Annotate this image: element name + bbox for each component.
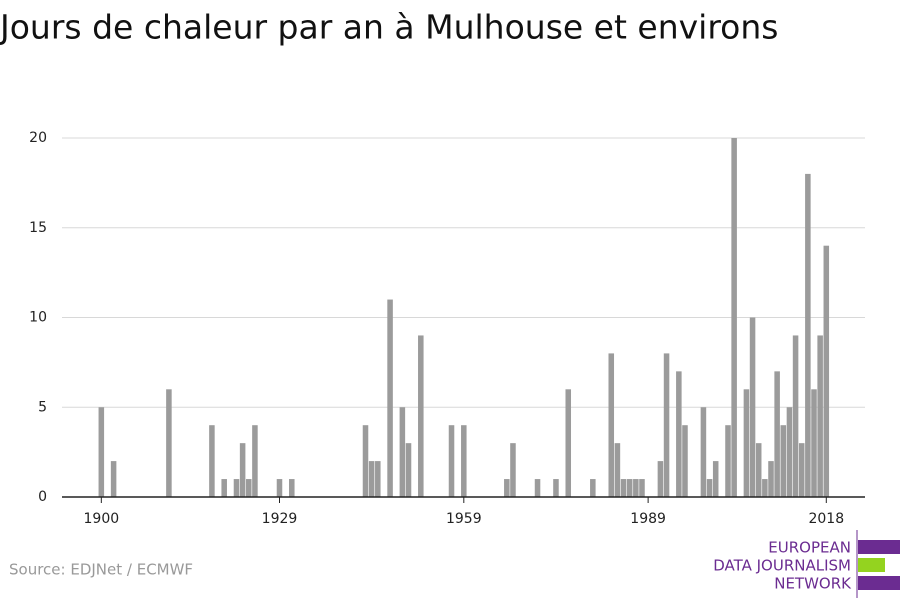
bar <box>399 407 406 497</box>
bar <box>780 425 787 497</box>
chart-title: Jours de chaleur par an à Mulhouse et en… <box>0 8 778 47</box>
y-tick-label: 10 <box>29 310 47 326</box>
bar <box>823 245 830 497</box>
x-tick-label: 1929 <box>262 511 298 527</box>
bar <box>706 479 713 497</box>
y-tick-label: 0 <box>38 489 47 505</box>
bar <box>663 353 670 497</box>
bar <box>676 371 682 497</box>
bar <box>811 389 817 497</box>
logo-bar <box>858 576 900 590</box>
bar <box>375 461 381 497</box>
bar <box>743 389 750 497</box>
bar <box>762 479 768 497</box>
bar <box>817 335 823 497</box>
bar <box>608 353 615 497</box>
bar <box>712 461 719 497</box>
bar <box>792 335 799 497</box>
bar <box>633 479 639 497</box>
bar <box>614 443 621 497</box>
bar <box>461 425 467 497</box>
y-tick-label: 20 <box>29 130 47 146</box>
bar <box>725 425 731 497</box>
bar <box>639 479 645 497</box>
bar <box>209 425 215 497</box>
bar <box>362 425 369 497</box>
y-tick-label: 5 <box>38 399 47 415</box>
bar <box>246 479 252 497</box>
x-tick-label: 1900 <box>84 511 120 527</box>
y-tick-label: 15 <box>29 220 47 236</box>
bar <box>276 479 283 497</box>
bar <box>805 173 811 497</box>
logo-text: EUROPEAN <box>768 539 851 557</box>
bar <box>565 389 572 497</box>
bar <box>700 407 707 497</box>
bar <box>166 389 172 497</box>
x-tick-label: 2018 <box>808 511 844 527</box>
source: Source: EDJNet / ECMWF <box>9 561 193 579</box>
bar <box>798 443 805 497</box>
bar <box>774 371 780 497</box>
bar <box>553 479 559 497</box>
bar <box>233 479 240 497</box>
bar <box>289 479 295 497</box>
x-tick-label: 1989 <box>630 511 666 527</box>
logo-text: DATA JOURNALISM <box>713 557 851 575</box>
bar <box>682 425 688 497</box>
bar <box>387 299 393 497</box>
bar <box>657 461 664 497</box>
bar <box>98 407 105 497</box>
bar <box>510 443 516 497</box>
logo-text: NETWORK <box>774 575 852 593</box>
bar <box>620 479 627 497</box>
bar <box>221 479 227 497</box>
bar <box>626 479 633 497</box>
bar <box>110 461 117 497</box>
bar <box>368 461 375 497</box>
logo: EUROPEAN DATA JOURNALISM NETWORK <box>713 530 900 598</box>
bar <box>590 479 596 497</box>
bar <box>534 479 541 497</box>
bar <box>768 461 774 497</box>
bar <box>418 335 424 497</box>
bar <box>448 425 455 497</box>
bar <box>786 407 793 497</box>
bar <box>252 425 258 497</box>
logo-bar <box>858 558 885 572</box>
bar <box>755 443 762 497</box>
bar <box>405 443 412 497</box>
bar <box>731 138 737 497</box>
bar <box>749 317 756 497</box>
bar <box>504 479 510 497</box>
x-tick-label: 1959 <box>446 511 482 527</box>
bar <box>239 443 246 497</box>
logo-bar <box>858 540 900 554</box>
